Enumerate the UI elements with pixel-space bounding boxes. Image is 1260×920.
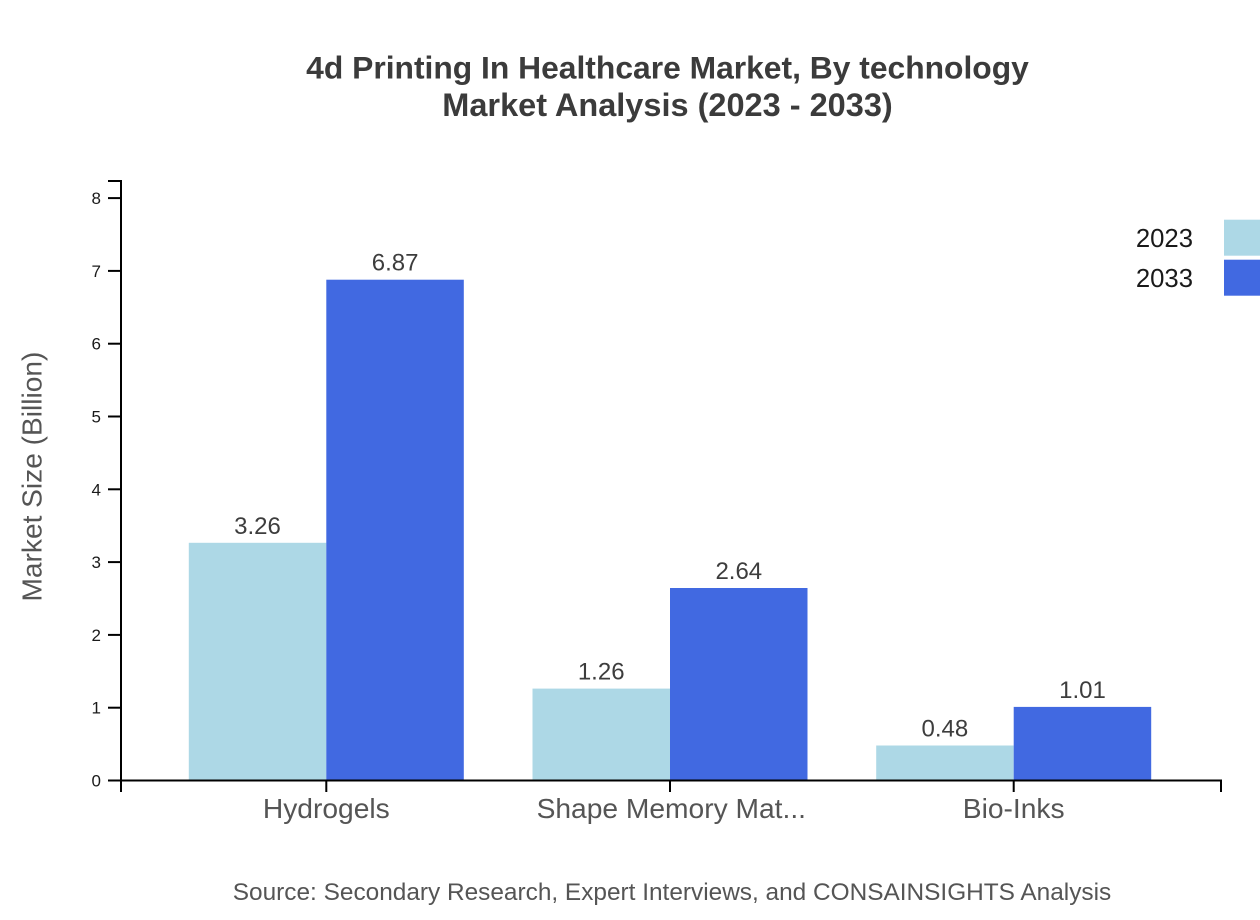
svg-text:2: 2 xyxy=(92,626,101,645)
svg-text:6: 6 xyxy=(92,335,101,354)
svg-text:4: 4 xyxy=(92,480,101,499)
svg-text:6.87: 6.87 xyxy=(372,250,419,277)
svg-text:3.26: 3.26 xyxy=(234,513,281,540)
svg-text:Shape Memory Mat...: Shape Memory Mat... xyxy=(537,792,806,824)
svg-text:Hydrogels: Hydrogels xyxy=(263,792,390,824)
svg-text:4d Printing In Healthcare Mark: 4d Printing In Healthcare Market, By tec… xyxy=(306,50,1029,86)
svg-text:1.01: 1.01 xyxy=(1059,677,1106,704)
svg-text:Market Size (Billion): Market Size (Billion) xyxy=(17,352,48,602)
svg-text:2.64: 2.64 xyxy=(715,558,762,585)
svg-text:Source: Secondary Research, Ex: Source: Secondary Research, Expert Inter… xyxy=(233,879,1111,906)
svg-text:1: 1 xyxy=(92,699,101,718)
svg-text:5: 5 xyxy=(92,408,101,427)
svg-text:2033: 2033 xyxy=(1136,265,1193,293)
svg-text:Bio-Inks: Bio-Inks xyxy=(963,792,1065,824)
svg-text:2023: 2023 xyxy=(1136,225,1193,253)
svg-text:1.26: 1.26 xyxy=(578,659,625,686)
svg-text:0: 0 xyxy=(92,772,101,791)
svg-text:8: 8 xyxy=(92,189,101,208)
svg-text:Market Analysis (2023 - 2033): Market Analysis (2023 - 2033) xyxy=(442,87,892,123)
svg-text:3: 3 xyxy=(92,553,101,572)
svg-text:0.48: 0.48 xyxy=(922,716,969,743)
svg-text:7: 7 xyxy=(92,262,101,281)
